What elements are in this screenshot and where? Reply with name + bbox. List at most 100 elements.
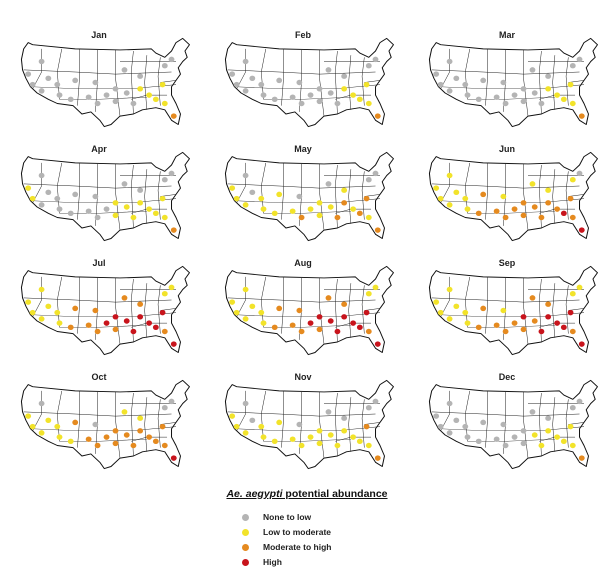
state-border	[115, 277, 121, 345]
state-border	[115, 391, 121, 459]
state-border	[485, 390, 488, 448]
abundance-site-dot	[560, 96, 567, 103]
month-label: Jan	[91, 30, 107, 40]
us-map-shapes	[20, 379, 190, 470]
abundance-site-dot	[480, 419, 487, 426]
us-outline	[224, 379, 394, 470]
state-border	[565, 285, 569, 334]
abundance-site-dot	[146, 92, 153, 98]
state-border	[77, 390, 80, 448]
abundance-site-dot	[475, 96, 482, 103]
abundance-site-dot	[554, 206, 561, 212]
abundance-site-dot	[29, 81, 36, 88]
abundance-site-dot	[554, 320, 561, 326]
abundance-site-dot	[464, 92, 471, 98]
abundance-site-dot	[260, 434, 267, 440]
abundance-site-dot	[531, 318, 538, 324]
state-border	[440, 162, 450, 203]
abundance-site-dot	[289, 208, 296, 214]
abundance-site-dot	[45, 417, 52, 424]
state-border	[334, 50, 338, 115]
abundance-site-dot	[365, 176, 372, 183]
state-border	[144, 397, 148, 452]
abundance-site-dot	[365, 214, 372, 221]
us-outline	[20, 37, 190, 128]
abundance-site-dot	[437, 309, 444, 316]
abundance-site-dot	[372, 284, 379, 291]
state-border	[77, 276, 80, 334]
abundance-site-dot	[446, 202, 453, 208]
state-border	[77, 162, 80, 220]
month-label: Nov	[294, 372, 312, 382]
abundance-site-dot	[464, 206, 471, 212]
map-panel-dec: Dec	[412, 358, 600, 470]
state-border	[348, 55, 352, 110]
abundance-site-dot	[121, 67, 128, 73]
us-map	[20, 379, 190, 470]
abundance-site-dot	[38, 286, 45, 293]
legend-title-rest: potential abundance	[282, 488, 388, 500]
abundance-site-dot	[493, 94, 500, 100]
abundance-site-dot	[437, 195, 444, 202]
abundance-site-dot	[511, 320, 518, 326]
abundance-site-dot	[569, 214, 576, 221]
state-border	[157, 171, 161, 220]
state-border	[552, 397, 556, 452]
abundance-site-dot	[233, 81, 240, 88]
state-border	[485, 48, 488, 106]
month-label: Sep	[498, 258, 516, 268]
abundance-site-dot	[480, 77, 487, 84]
state-border	[32, 48, 42, 89]
abundance-site-dot	[350, 320, 357, 326]
abundance-site-dot	[341, 415, 348, 421]
abundance-site-dot	[374, 455, 381, 461]
abundance-site-dot	[576, 398, 583, 405]
abundance-site-dot	[130, 100, 137, 107]
state-border	[565, 171, 569, 220]
abundance-site-dot	[569, 290, 576, 297]
abundance-site-dot	[500, 79, 507, 86]
abundance-site-dot	[545, 428, 552, 434]
state-border	[440, 48, 450, 89]
abundance-site-dot	[137, 314, 144, 320]
state-border	[115, 163, 121, 231]
abundance-site-dot	[45, 303, 52, 310]
map-panel-jul: Jul	[4, 244, 194, 356]
abundance-site-dot	[298, 328, 305, 335]
state-border	[261, 390, 267, 442]
abundance-site-dot	[249, 417, 256, 424]
abundance-site-dot	[54, 423, 61, 430]
state-border	[319, 391, 325, 459]
state-border	[361, 285, 365, 334]
abundance-site-dot	[531, 432, 538, 438]
abundance-site-dot	[103, 434, 110, 440]
abundance-site-dot	[159, 195, 166, 202]
abundance-site-dot	[365, 290, 372, 297]
legend-swatch-red	[242, 558, 249, 566]
us-map-shapes	[428, 265, 598, 356]
month-label: Mar	[498, 30, 515, 40]
state-border	[334, 164, 338, 229]
abundance-site-dot	[94, 442, 101, 449]
abundance-site-dot	[433, 413, 440, 419]
month-label: Apr	[91, 144, 107, 154]
state-border	[23, 411, 172, 417]
abundance-site-dot	[511, 206, 518, 212]
abundance-site-dot	[168, 284, 175, 291]
abundance-site-dot	[137, 428, 144, 434]
abundance-site-dot	[170, 341, 177, 347]
abundance-site-dot	[569, 442, 576, 449]
us-map	[428, 379, 598, 470]
month-label: Jun	[498, 144, 515, 154]
us-outline	[20, 265, 190, 356]
abundance-site-dot	[296, 421, 303, 428]
state-border	[465, 162, 471, 214]
abundance-site-dot	[502, 328, 509, 335]
abundance-site-dot	[578, 455, 585, 461]
abundance-site-dot	[146, 434, 153, 440]
abundance-site-dot	[72, 191, 79, 198]
state-border	[440, 276, 450, 317]
state-border	[334, 392, 338, 457]
abundance-site-dot	[258, 309, 265, 316]
state-border	[565, 57, 569, 106]
